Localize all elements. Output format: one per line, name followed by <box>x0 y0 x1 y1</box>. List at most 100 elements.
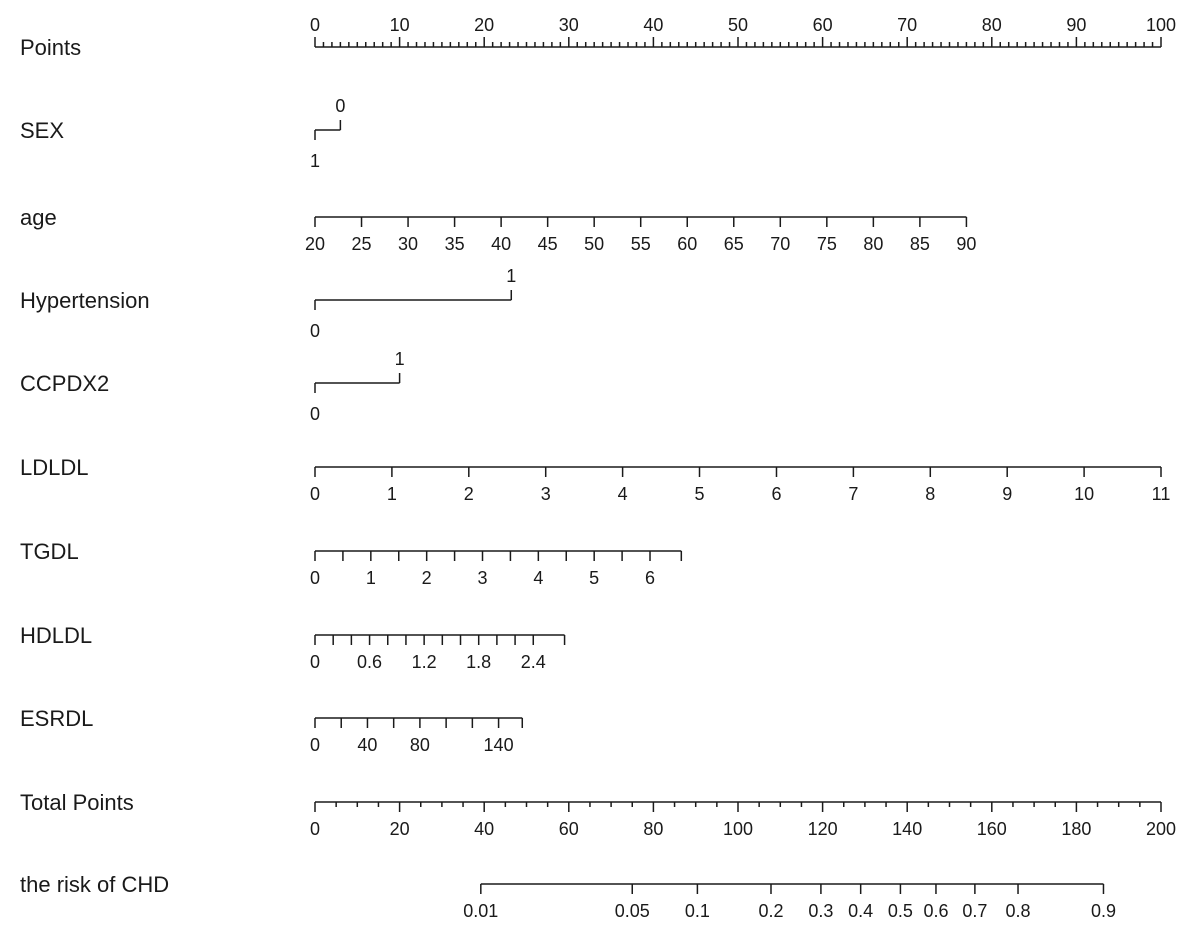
tick-label-total-points: 100 <box>723 819 753 839</box>
tick-label-the-risk-of-chd: 0.7 <box>962 901 987 921</box>
tick-label-tgdl: 1 <box>366 568 376 588</box>
tick-label-ldldl: 4 <box>618 484 628 504</box>
tick-label-tgdl: 5 <box>589 568 599 588</box>
tick-label-esrdl: 140 <box>484 735 514 755</box>
tick-label-age: 60 <box>677 234 697 254</box>
tick-label-ldldl: 0 <box>310 484 320 504</box>
tick-label-age: 20 <box>305 234 325 254</box>
tick-label-hdldl: 1.2 <box>412 652 437 672</box>
tick-label-tgdl: 4 <box>533 568 543 588</box>
tick-label-age: 85 <box>910 234 930 254</box>
tick-label-esrdl: 0 <box>310 735 320 755</box>
tick-label-hypertension: 0 <box>310 321 320 341</box>
tick-label-total-points: 20 <box>390 819 410 839</box>
tick-label-total-points: 60 <box>559 819 579 839</box>
tick-label-ldldl: 5 <box>694 484 704 504</box>
tick-label-ldldl: 1 <box>387 484 397 504</box>
row-label-hypertension: Hypertension <box>20 288 150 313</box>
tick-label-total-points: 80 <box>643 819 663 839</box>
tick-label-points: 90 <box>1066 15 1086 35</box>
row-points: Points 0 10 20 30 40 50 60 70 80 90 100 <box>20 15 1176 60</box>
tick-label-esrdl: 40 <box>357 735 377 755</box>
row-hypertension: Hypertension 0 1 <box>20 266 516 341</box>
tick-label-sex: 1 <box>310 151 320 171</box>
tick-label-tgdl: 6 <box>645 568 655 588</box>
tick-label-ldldl: 9 <box>1002 484 1012 504</box>
tick-label-age: 90 <box>956 234 976 254</box>
tick-label-ldldl: 7 <box>848 484 858 504</box>
row-ccpdx2: CCPDX2 0 1 <box>20 349 405 424</box>
tick-label-tgdl: 2 <box>422 568 432 588</box>
tick-label-total-points: 140 <box>892 819 922 839</box>
tick-label-ldldl: 11 <box>1152 484 1171 504</box>
tick-label-total-points: 180 <box>1061 819 1091 839</box>
tick-label-the-risk-of-chd: 0.6 <box>923 901 948 921</box>
tick-label-points: 50 <box>728 15 748 35</box>
tick-label-the-risk-of-chd: 0.01 <box>463 901 498 921</box>
row-label-ccpdx2: CCPDX2 <box>20 371 109 396</box>
tick-label-age: 50 <box>584 234 604 254</box>
row-label-hdldl: HDLDL <box>20 623 92 648</box>
row-label-the-risk-of-chd: the risk of CHD <box>20 872 169 897</box>
tick-label-age: 45 <box>538 234 558 254</box>
tick-label-hdldl: 1.8 <box>466 652 491 672</box>
tick-label-ldldl: 2 <box>464 484 474 504</box>
tick-label-points: 60 <box>813 15 833 35</box>
tick-label-age: 65 <box>724 234 744 254</box>
tick-label-age: 40 <box>491 234 511 254</box>
row-tgdl: TGDL 0 1 2 3 4 5 6 <box>20 539 683 588</box>
tick-label-the-risk-of-chd: 0.3 <box>808 901 833 921</box>
row-total-points: Total Points 0 20 40 60 80 100 120 140 160 180 200 <box>20 790 1176 839</box>
tick-label-ccpdx2: 0 <box>310 404 320 424</box>
tick-label-ldldl: 8 <box>925 484 935 504</box>
tick-label-the-risk-of-chd: 0.1 <box>685 901 710 921</box>
tick-label-points: 100 <box>1146 15 1176 35</box>
tick-label-total-points: 0 <box>310 819 320 839</box>
tick-label-points: 30 <box>559 15 579 35</box>
row-label-sex: SEX <box>20 118 64 143</box>
tick-label-age: 55 <box>631 234 651 254</box>
tick-label-esrdl: 80 <box>410 735 430 755</box>
tick-label-hdldl: 0 <box>310 652 320 672</box>
tick-label-the-risk-of-chd: 0.8 <box>1006 901 1031 921</box>
tick-label-age: 75 <box>817 234 837 254</box>
tick-label-ldldl: 6 <box>771 484 781 504</box>
tick-label-points: 80 <box>982 15 1002 35</box>
tick-label-tgdl: 0 <box>310 568 320 588</box>
row-label-total-points: Total Points <box>20 790 134 815</box>
tick-label-total-points: 160 <box>977 819 1007 839</box>
row-label-ldldl: LDLDL <box>20 455 88 480</box>
tick-label-ccpdx2: 1 <box>395 349 405 369</box>
tick-label-total-points: 120 <box>808 819 838 839</box>
tick-label-the-risk-of-chd: 0.2 <box>758 901 783 921</box>
tick-label-age: 30 <box>398 234 418 254</box>
tick-label-ldldl: 10 <box>1074 484 1094 504</box>
tick-label-hdldl: 0.6 <box>357 652 382 672</box>
row-age: age 20 25 30 35 40 45 50 55 60 65 70 75 80 85 90 <box>20 205 976 254</box>
tick-label-points: 20 <box>474 15 494 35</box>
tick-label-total-points: 40 <box>474 819 494 839</box>
tick-label-age: 70 <box>770 234 790 254</box>
tick-label-points: 40 <box>643 15 663 35</box>
row-label-points: Points <box>20 35 81 60</box>
tick-label-points: 0 <box>310 15 320 35</box>
tick-label-the-risk-of-chd: 0.05 <box>615 901 650 921</box>
tick-label-hypertension: 1 <box>506 266 516 286</box>
tick-label-age: 35 <box>445 234 465 254</box>
row-label-age: age <box>20 205 57 230</box>
tick-label-age: 80 <box>863 234 883 254</box>
tick-label-sex: 0 <box>335 96 345 116</box>
tick-label-the-risk-of-chd: 0.5 <box>888 901 913 921</box>
row-the-risk-of-chd: the risk of CHD 0.01 0.05 0.1 0.2 0.3 0.4 0.5 0.… <box>20 872 1116 921</box>
tick-label-points: 10 <box>390 15 410 35</box>
row-label-esrdl: ESRDL <box>20 706 93 731</box>
row-esrdl: ESRDL 0 40 80 140 <box>20 706 524 755</box>
tick-label-the-risk-of-chd: 0.4 <box>848 901 873 921</box>
tick-label-total-points: 200 <box>1146 819 1176 839</box>
tick-label-ldldl: 3 <box>541 484 551 504</box>
tick-label-the-risk-of-chd: 0.9 <box>1091 901 1116 921</box>
row-sex: SEX 1 0 <box>20 96 345 171</box>
tick-label-hdldl: 2.4 <box>521 652 546 672</box>
tick-label-tgdl: 3 <box>478 568 488 588</box>
